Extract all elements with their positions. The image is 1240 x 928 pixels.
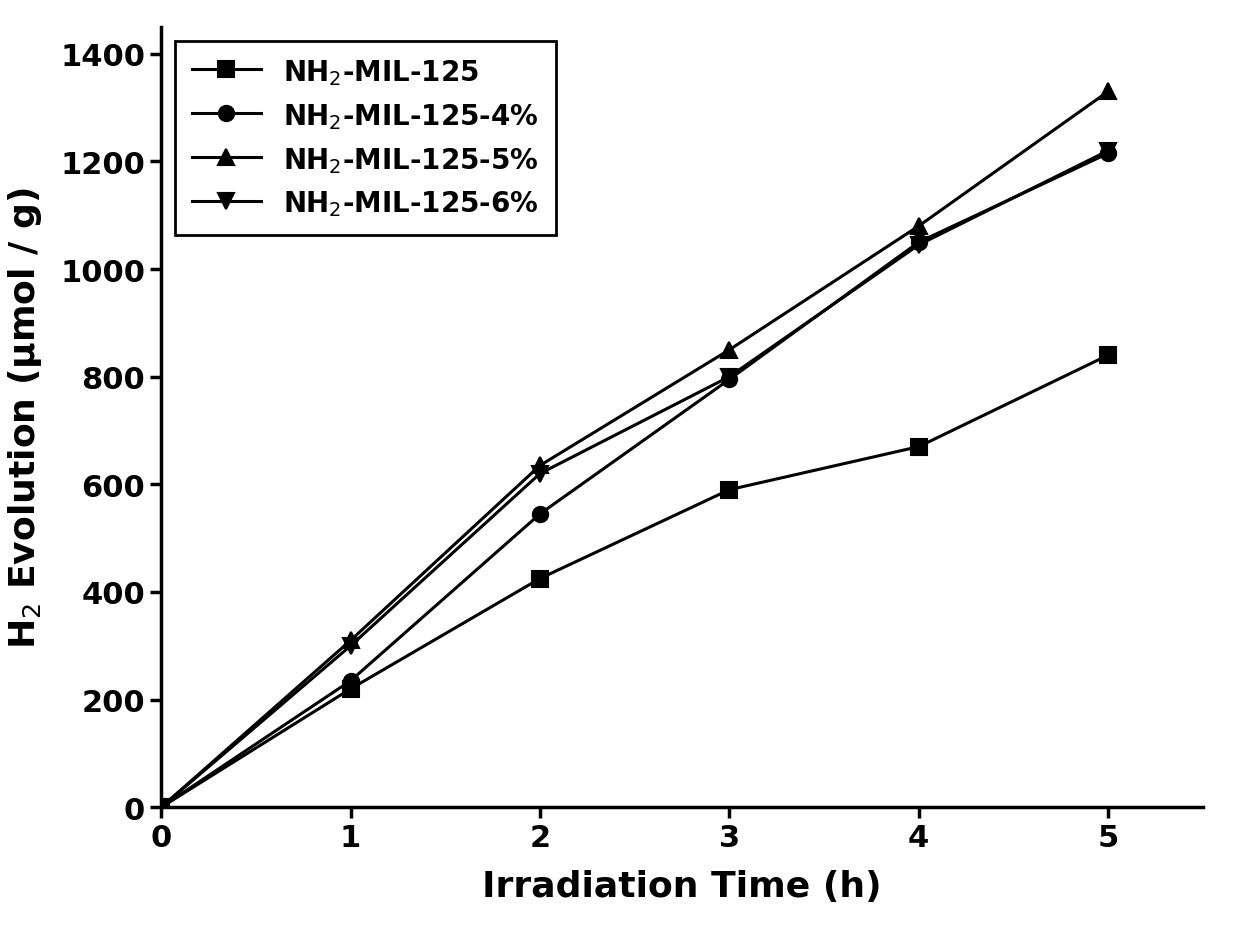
NH$_2$-MIL-125-5%: [532, 460, 547, 471]
NH$_2$-MIL-125-5%: [722, 345, 737, 356]
NH$_2$-MIL-125-6%: [1101, 146, 1116, 157]
Line: NH$_2$-MIL-125: NH$_2$-MIL-125: [154, 348, 1116, 815]
NH$_2$-MIL-125-6%: [722, 372, 737, 383]
Legend: NH$_2$-MIL-125, NH$_2$-MIL-125-4%, NH$_2$-MIL-125-5%, NH$_2$-MIL-125-6%: NH$_2$-MIL-125, NH$_2$-MIL-125-4%, NH$_2…: [175, 42, 556, 236]
Line: NH$_2$-MIL-125-4%: NH$_2$-MIL-125-4%: [154, 147, 1116, 815]
NH$_2$-MIL-125-5%: [1101, 87, 1116, 98]
Line: NH$_2$-MIL-125-6%: NH$_2$-MIL-125-6%: [154, 144, 1116, 815]
NH$_2$-MIL-125-6%: [911, 240, 926, 251]
NH$_2$-MIL-125-6%: [154, 802, 169, 813]
NH$_2$-MIL-125: [532, 574, 547, 585]
NH$_2$-MIL-125-5%: [154, 802, 169, 813]
NH$_2$-MIL-125: [722, 484, 737, 496]
NH$_2$-MIL-125: [1101, 350, 1116, 361]
NH$_2$-MIL-125: [343, 684, 358, 695]
NH$_2$-MIL-125-5%: [911, 221, 926, 232]
NH$_2$-MIL-125-4%: [343, 676, 358, 687]
NH$_2$-MIL-125-4%: [1101, 148, 1116, 160]
NH$_2$-MIL-125: [154, 802, 169, 813]
NH$_2$-MIL-125: [911, 442, 926, 453]
NH$_2$-MIL-125-4%: [532, 509, 547, 520]
Line: NH$_2$-MIL-125-5%: NH$_2$-MIL-125-5%: [154, 84, 1116, 815]
Y-axis label: H$_2$ Evolution (μmol / g): H$_2$ Evolution (μmol / g): [5, 187, 43, 648]
NH$_2$-MIL-125-4%: [911, 238, 926, 249]
NH$_2$-MIL-125-5%: [343, 635, 358, 646]
NH$_2$-MIL-125-4%: [154, 802, 169, 813]
NH$_2$-MIL-125-6%: [532, 469, 547, 480]
NH$_2$-MIL-125-4%: [722, 374, 737, 385]
NH$_2$-MIL-125-6%: [343, 640, 358, 651]
X-axis label: Irradiation Time (h): Irradiation Time (h): [482, 869, 882, 903]
